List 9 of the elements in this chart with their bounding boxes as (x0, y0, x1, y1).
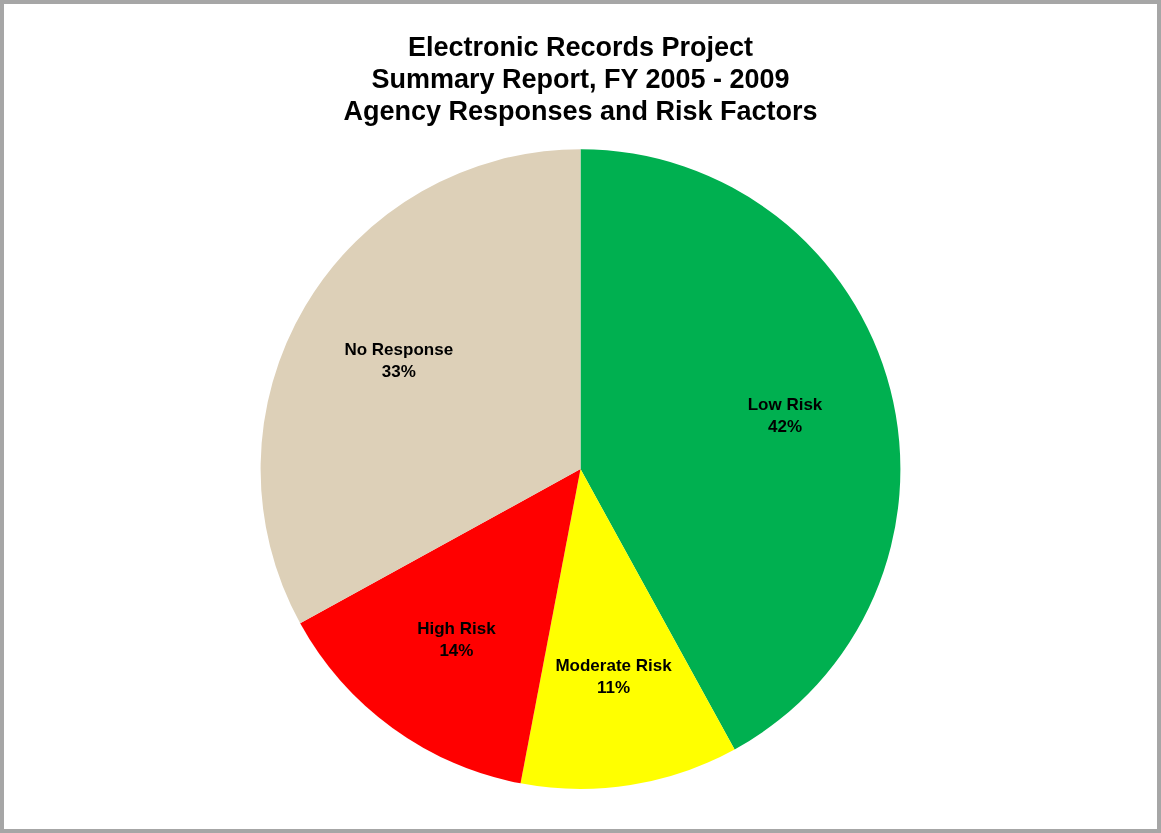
slice-label: High Risk (417, 618, 497, 638)
data-label: 42% (767, 417, 803, 437)
slice-label: No Response (344, 340, 454, 360)
slice-label: Moderate Risk (555, 656, 673, 676)
chart-title: Electronic Records Project Summary Report, FY 2005 - 2009 Agency Responses and Risk Factors (343, 31, 818, 127)
data-label: 33% (381, 362, 416, 382)
data-label: 14% (439, 640, 474, 660)
slice-label: Low Risk (747, 395, 823, 415)
data-label: 11% (596, 678, 631, 698)
